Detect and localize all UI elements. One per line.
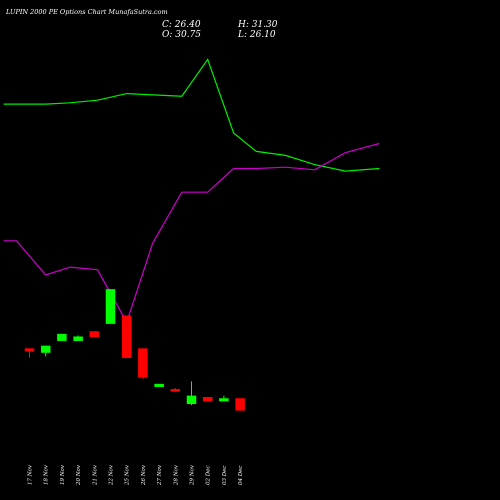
candle-22-nov: [105, 289, 116, 324]
x-tick-label: 18 Nov: [44, 464, 50, 485]
ohlc-close: C: 26.40: [162, 20, 201, 30]
candle-body: [186, 395, 197, 405]
candle-body: [235, 398, 245, 411]
indicator-bands: [3, 58, 380, 324]
candle-25-nov: [121, 315, 132, 359]
candle-body: [73, 336, 83, 341]
candle-body: [202, 396, 213, 402]
candle-27-nov: [154, 383, 164, 387]
x-tick-label: 03 Dec: [222, 466, 228, 486]
candle-body: [40, 345, 51, 353]
x-tick-label: 04 Dec: [238, 466, 244, 486]
candle-body: [24, 348, 35, 352]
candle-28-nov: [170, 388, 181, 392]
x-tick-label: 21 Nov: [92, 464, 98, 486]
x-tick-label: 20 Nov: [76, 464, 82, 486]
candle-body: [138, 348, 148, 378]
x-tick-label: 25 Nov: [125, 464, 131, 486]
x-tick-label: 17 Nov: [28, 464, 34, 485]
ohlc-low: L: 26.10: [237, 30, 276, 40]
x-tick-label: 27 Nov: [157, 464, 163, 486]
candle-body: [170, 389, 181, 392]
x-axis-labels: 17 Nov 18 Nov 19 Nov 20 Nov 21 Nov 22 Nov 25 N…: [28, 464, 245, 486]
candle-body: [89, 331, 100, 337]
chart-title: LUPIN 2000 PE Options Chart MunafaSutra.…: [5, 8, 168, 16]
candle-body: [105, 289, 116, 324]
x-tick-label: 28 Nov: [173, 464, 179, 486]
x-tick-label: 19 Nov: [60, 464, 66, 485]
x-tick-label: 26 Nov: [141, 464, 147, 486]
candles-group: [24, 289, 245, 411]
candle-body: [121, 315, 132, 359]
candle-18-nov: [40, 345, 51, 357]
candle-body: [154, 383, 164, 387]
candle-26-nov: [138, 348, 148, 379]
x-tick-label: 22 Nov: [109, 464, 115, 486]
upper-band-line: [3, 58, 380, 172]
candle-body: [219, 398, 229, 402]
x-tick-label: 29 Nov: [190, 464, 196, 486]
candle-17-nov: [24, 348, 35, 358]
candle-20-nov: [73, 335, 83, 341]
candle-29-nov: [186, 381, 197, 406]
candle-04-dec: [235, 398, 245, 411]
ohlc-open: O: 30.75: [162, 30, 201, 40]
candle-19-nov: [57, 333, 67, 341]
candle-body: [57, 333, 67, 341]
candle-03-dec: [219, 395, 229, 402]
candle-02-dec: [202, 396, 213, 402]
ohlc-high: H: 31.30: [237, 20, 278, 30]
x-tick-label: 02 Dec: [206, 466, 212, 486]
lower-band-line: [3, 142, 380, 324]
candle-21-nov: [89, 331, 100, 337]
